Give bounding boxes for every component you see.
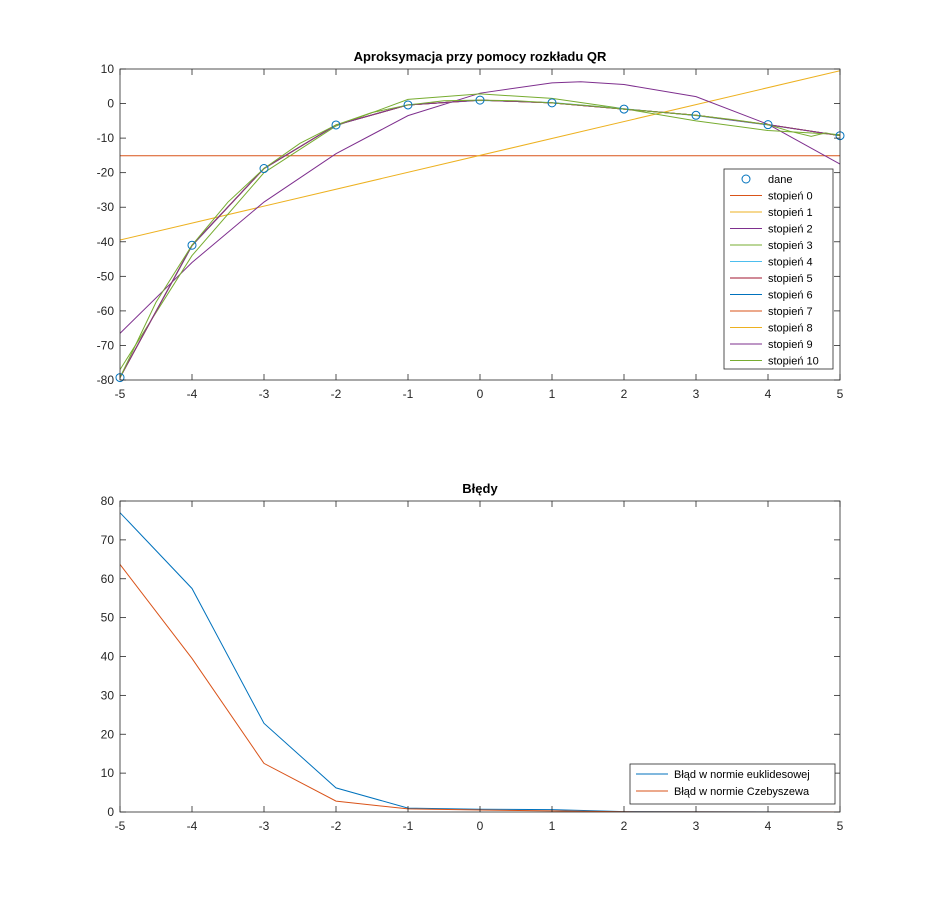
data-point — [691, 110, 701, 120]
chart-approximation: -5 -4 -3 -2 -1 0 1 2 3 4 5100-10-20-30-40-50-60-70… — [97, 49, 845, 401]
y-tick-label: -40 — [97, 235, 115, 249]
data-point — [187, 240, 197, 250]
y-tick-label: 10 — [101, 62, 115, 76]
y-tick-label: 80 — [101, 494, 115, 508]
series-line-1 — [120, 70, 840, 241]
x-tick-label: 2 — [621, 819, 628, 833]
x-tick-label: -4 — [187, 387, 198, 401]
chart-title: Błędy — [462, 481, 498, 496]
y-tick-label: 50 — [101, 611, 115, 625]
x-tick-label: -5 — [115, 819, 126, 833]
y-tick-label: -60 — [97, 304, 115, 318]
x-tick-label: 1 — [549, 387, 556, 401]
y-tick-label: 30 — [101, 688, 115, 702]
x-tick-label: -3 — [259, 819, 270, 833]
data-point — [331, 120, 341, 130]
legend: Błąd w normie euklidesowej Błąd w normie … — [629, 763, 836, 805]
y-tick-label: 0 — [107, 805, 114, 819]
x-tick-label: 3 — [693, 819, 700, 833]
y-tick-label: -50 — [97, 269, 115, 283]
x-tick-label: 5 — [837, 819, 844, 833]
legend-label: Błąd w normie euklidesowej — [674, 769, 810, 781]
y-tick-label: -70 — [97, 338, 115, 352]
legend-box — [723, 168, 834, 370]
legend-label: stopień 8 — [768, 323, 813, 335]
x-tick-label: 1 — [549, 819, 556, 833]
x-tick-label: 3 — [693, 387, 700, 401]
data-points — [115, 95, 845, 383]
plot-area — [120, 69, 840, 380]
y-tick-label: 20 — [101, 727, 115, 741]
data-point — [403, 100, 413, 110]
y-tick-label: 10 — [101, 766, 115, 780]
y-tick-label: -20 — [97, 166, 115, 180]
legend-label: stopień 5 — [768, 273, 813, 285]
y-tick-label: -30 — [97, 200, 115, 214]
y-tick-label: 0 — [107, 97, 114, 111]
data-point — [763, 120, 773, 130]
x-tick-label: -2 — [331, 387, 342, 401]
legend-label: stopień 4 — [768, 257, 813, 269]
x-tick-label: -2 — [331, 819, 342, 833]
legend-label: Błąd w normie Czebyszewa — [674, 786, 810, 798]
series-group — [120, 70, 840, 378]
x-tick-label: -1 — [403, 819, 414, 833]
legend-label: stopień 6 — [768, 290, 813, 302]
series-line-10 — [120, 99, 840, 378]
data-point — [547, 98, 557, 108]
data-point — [259, 164, 269, 174]
series-line-2 — [120, 81, 840, 334]
chart-title: Aproksymacja przy pomocy rozkładu QR — [354, 49, 607, 64]
x-tick-label: 4 — [765, 819, 772, 833]
x-tick-label: -4 — [187, 819, 198, 833]
legend-label: stopień 9 — [768, 339, 813, 351]
x-tick-label: 4 — [765, 387, 772, 401]
x-tick-label: -3 — [259, 387, 270, 401]
x-tick-label: -1 — [403, 387, 414, 401]
chart-errors: -5 -4 -3 -2 -1 0 1 2 3 4 5 80 70 60 50 40 30 20 10 0 Błędy Bł… — [101, 481, 844, 833]
legend-marker — [741, 174, 751, 184]
x-tick-label: 0 — [477, 819, 484, 833]
y-tick-label: -10 — [97, 131, 115, 145]
x-tick-label: -5 — [115, 387, 126, 401]
legend-label: stopień 3 — [768, 240, 813, 252]
x-tick-label: 0 — [477, 387, 484, 401]
y-tick-label: 40 — [101, 650, 115, 664]
series-line-3 — [120, 93, 840, 370]
y-tick-label: 60 — [101, 572, 115, 586]
y-tick-label: 70 — [101, 533, 115, 547]
plot-area — [120, 501, 840, 812]
legend-label: stopień 0 — [768, 191, 813, 203]
legend-label: stopień 1 — [768, 207, 813, 219]
y-tick-label: -80 — [97, 373, 115, 387]
legend-box — [629, 763, 836, 805]
x-tick-label: 2 — [621, 387, 628, 401]
data-point — [475, 95, 485, 105]
legend-label: stopień 2 — [768, 224, 813, 236]
legend-label: stopień 7 — [768, 306, 813, 318]
legend-label: stopień 10 — [768, 356, 819, 368]
legend-label: dane — [768, 174, 792, 186]
x-tick-label: 5 — [837, 387, 844, 401]
legend: dane stopień 0 stopień 1 stopień 2 stopień 3… — [723, 168, 834, 370]
data-point — [619, 104, 629, 114]
